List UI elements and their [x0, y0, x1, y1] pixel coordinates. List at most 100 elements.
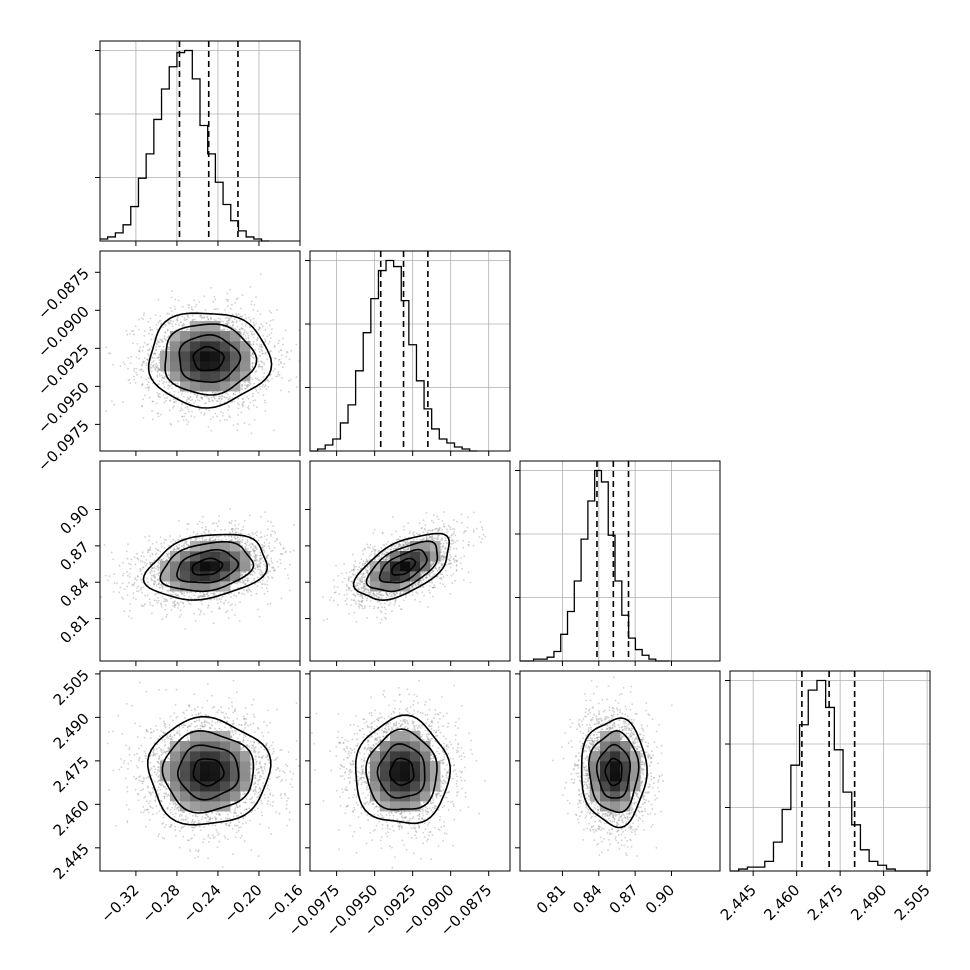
sample-point	[277, 566, 280, 568]
sample-point	[131, 583, 134, 586]
sample-point	[258, 379, 261, 382]
sample-point	[262, 560, 265, 563]
sample-point	[218, 606, 221, 609]
sample-point	[189, 603, 192, 606]
sample-point	[130, 355, 133, 358]
sample-point	[188, 306, 190, 309]
sample-point	[127, 574, 129, 577]
sample-point	[161, 558, 163, 561]
sample-point	[246, 580, 249, 583]
sample-point	[226, 328, 229, 331]
sample-point	[149, 366, 152, 368]
sample-point	[251, 362, 254, 365]
sample-point	[122, 572, 125, 575]
sample-point	[240, 333, 243, 335]
sample-point	[144, 342, 146, 344]
sample-point	[219, 591, 222, 593]
sample-point	[206, 315, 209, 318]
sample-point	[288, 358, 291, 361]
sample-point	[213, 295, 216, 298]
sample-point	[289, 563, 291, 566]
sample-point	[163, 380, 165, 383]
sample-point	[164, 599, 167, 602]
sample-point	[157, 395, 160, 397]
sample-point	[125, 329, 128, 332]
sample-point	[218, 515, 220, 517]
sample-point	[153, 580, 156, 583]
sample-point	[159, 413, 162, 416]
density-cell	[230, 371, 241, 382]
sample-point	[179, 591, 182, 594]
sample-point	[135, 367, 138, 370]
sample-point	[239, 328, 241, 331]
sample-point	[139, 568, 142, 570]
sample-point	[188, 328, 191, 331]
sample-point	[188, 602, 191, 605]
sample-point	[263, 363, 266, 366]
sample-point	[290, 349, 293, 352]
sample-point	[286, 574, 289, 576]
sample-point	[203, 531, 205, 533]
sample-point	[155, 402, 158, 405]
sample-point	[161, 618, 164, 620]
sample-point	[220, 398, 223, 400]
sample-point	[162, 377, 165, 380]
sample-point	[176, 547, 179, 550]
sample-point	[287, 379, 290, 382]
sample-point	[257, 328, 260, 331]
sample-point	[140, 604, 143, 607]
sample-point	[243, 331, 246, 334]
sample-point	[155, 365, 158, 368]
sample-point	[157, 572, 160, 575]
sample-point	[261, 325, 264, 328]
panel-frame	[99, 250, 301, 452]
sample-point	[128, 572, 131, 575]
sample-point	[243, 583, 246, 586]
sample-point	[246, 579, 249, 582]
sample-point	[204, 532, 207, 535]
sample-point	[140, 317, 143, 319]
sample-point	[258, 350, 261, 353]
sample-point	[232, 321, 235, 324]
density-cell	[220, 341, 231, 352]
sample-point	[251, 543, 254, 545]
sample-point	[146, 358, 149, 361]
sample-point	[252, 570, 255, 573]
sample-point	[241, 538, 244, 541]
sample-point	[172, 538, 175, 541]
sample-point	[122, 361, 125, 364]
sample-point	[221, 328, 224, 331]
sample-point	[194, 318, 197, 321]
sample-point	[248, 408, 250, 411]
sample-point	[228, 593, 231, 595]
sample-point	[227, 320, 230, 322]
sample-point	[260, 348, 263, 351]
density-cell	[170, 371, 181, 382]
sample-point	[175, 548, 178, 551]
density-cell	[230, 331, 241, 342]
sample-point	[141, 384, 143, 387]
sample-point	[169, 322, 172, 325]
sample-point	[113, 403, 115, 406]
sample-point	[147, 381, 150, 384]
sample-point	[186, 398, 189, 401]
sample-point	[261, 556, 263, 559]
sample-point	[221, 329, 224, 332]
sample-point	[254, 559, 257, 561]
sample-point	[168, 349, 171, 351]
sample-point	[247, 384, 250, 386]
sample-point	[263, 541, 266, 544]
sample-point	[246, 386, 249, 389]
sample-point	[199, 396, 202, 399]
sample-point	[151, 561, 153, 564]
sample-point	[250, 319, 252, 321]
sample-point	[322, 304, 324, 306]
sample-point	[257, 581, 259, 584]
sample-point	[249, 546, 252, 549]
sample-point	[251, 365, 254, 368]
sample-point	[243, 593, 246, 596]
sample-point	[274, 540, 276, 543]
sample-point	[112, 558, 114, 560]
sample-point	[158, 353, 161, 356]
sample-point	[288, 390, 290, 393]
